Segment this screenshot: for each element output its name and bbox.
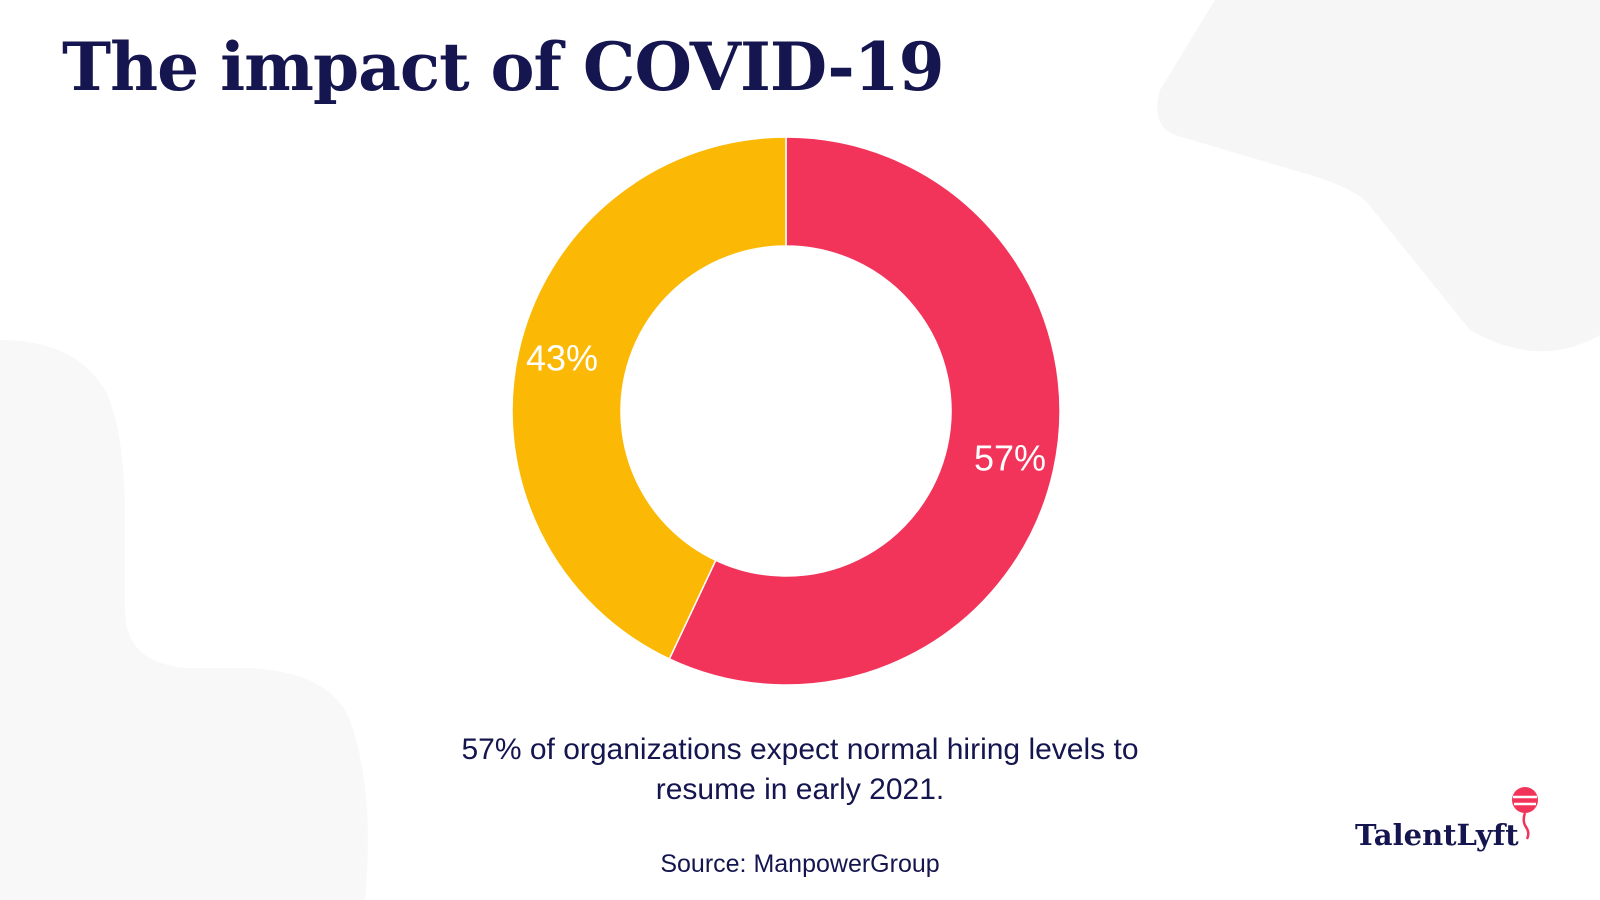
background-shape-left	[0, 340, 368, 900]
slice-label-1: 57%	[974, 438, 1046, 479]
donut-slice-1	[668, 136, 1061, 686]
chart-caption: 57% of organizations expect normal hirin…	[300, 730, 1300, 810]
background-shape-top-right	[1157, 0, 1600, 352]
caption-line-1: 57% of organizations expect normal hirin…	[461, 733, 1139, 766]
donut-slice-2	[511, 136, 787, 660]
slice-label-2: 43%	[526, 337, 598, 378]
logo-text: TalentLyft	[1355, 818, 1519, 852]
source-note: Source: ManpowerGroup	[660, 850, 940, 878]
balloon-icon	[1512, 787, 1538, 840]
caption-line-2: resume in early 2021.	[655, 773, 945, 806]
page-title: The impact of COVID-19	[62, 28, 945, 106]
talentlyft-logo: TalentLyft	[1355, 785, 1555, 855]
donut-chart: 57% 43%	[511, 136, 1061, 686]
